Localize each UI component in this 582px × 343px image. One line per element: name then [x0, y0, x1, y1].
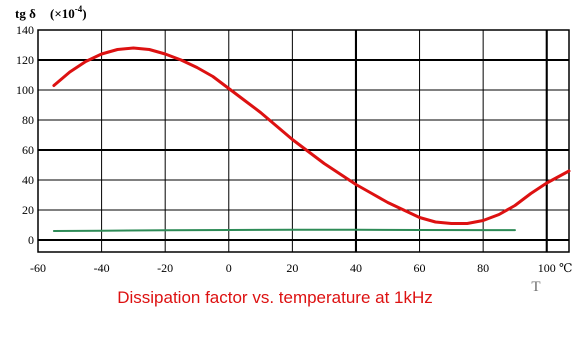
x-tick-label: -20	[157, 261, 173, 275]
y-tick-label: 60	[22, 143, 34, 157]
y-axis-unit-symbol: ×10	[54, 6, 74, 21]
series-red-line	[52, 46, 571, 225]
y-tick-label: 80	[22, 113, 34, 127]
y-tick-label: 0	[28, 233, 34, 247]
x-tick-label: 20	[286, 261, 298, 275]
x-tick-label: 80	[477, 261, 489, 275]
x-tick-label: -60	[30, 261, 46, 275]
chart-title: Dissipation factor vs. temperature at 1k…	[117, 288, 433, 307]
y-axis-label-prefix: tg δ	[15, 6, 36, 21]
x-axis-label: T	[531, 279, 540, 295]
y-axis-unit-label: (×10-4)	[50, 4, 87, 21]
x-tick-labels: -60 -40 -20 0 20 40 60 80 100	[30, 261, 556, 275]
series-layer	[52, 46, 571, 232]
x-tick-label: 0	[226, 261, 232, 275]
y-tick-label: 140	[16, 23, 34, 37]
series-green-line	[52, 228, 516, 232]
y-axis-unit-open: (	[50, 6, 54, 21]
y-tick-label: 120	[16, 53, 34, 67]
y-tick-label: 40	[22, 173, 34, 187]
y-tick-label: 100	[16, 83, 34, 97]
x-tick-label: -40	[94, 261, 110, 275]
y-axis-unit-exponent: -4	[75, 4, 83, 14]
y-tick-labels: 0 20 40 60 80 100 120 140	[16, 23, 34, 247]
x-tick-label: 60	[414, 261, 426, 275]
y-tick-label: 20	[22, 203, 34, 217]
x-axis-unit: ℃	[559, 261, 572, 275]
x-tick-label: 40	[350, 261, 362, 275]
y-axis-unit-close: )	[82, 6, 86, 21]
x-tick-label: 100	[538, 261, 556, 275]
